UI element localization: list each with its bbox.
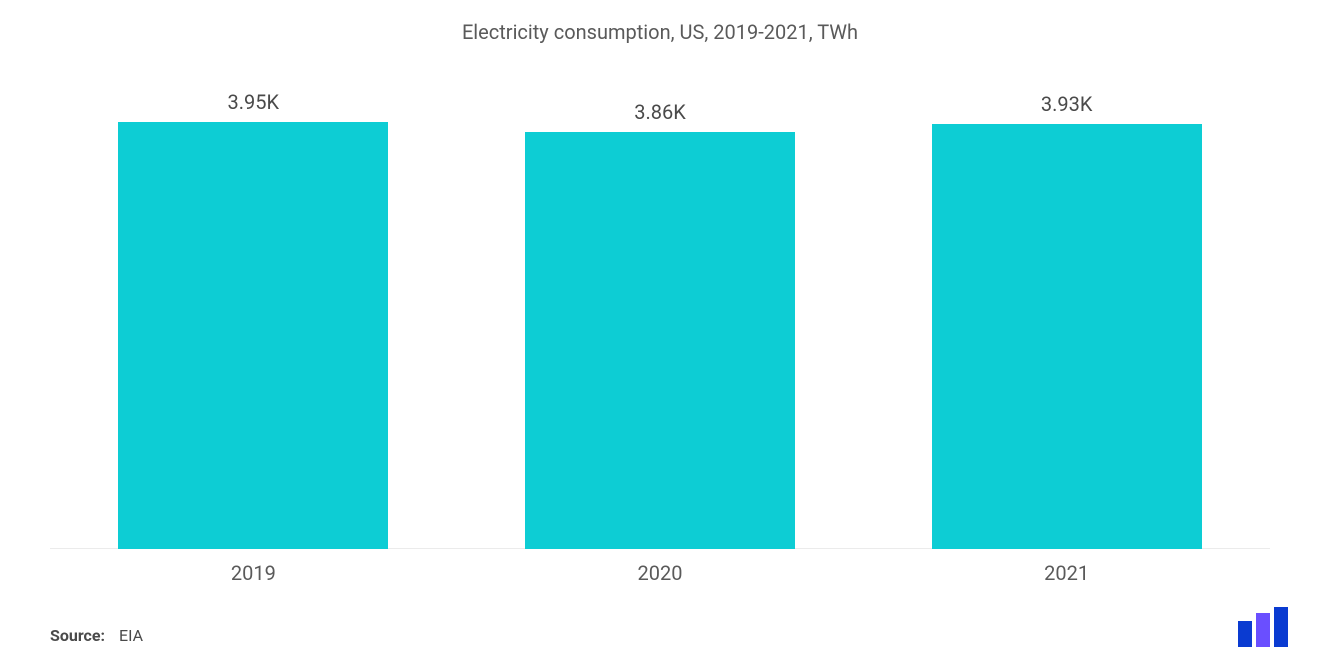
chart-title: Electricity consumption, US, 2019-2021, …	[50, 20, 1270, 44]
source-footer: Source: EIA	[50, 626, 143, 645]
bar-rect	[118, 122, 388, 549]
x-axis-labels: 201920202021	[50, 561, 1270, 585]
bar-group: 3.93K	[863, 92, 1270, 549]
bar-value-label: 3.93K	[1041, 92, 1093, 116]
bar-group: 3.86K	[457, 100, 864, 549]
chart-container: Electricity consumption, US, 2019-2021, …	[0, 0, 1320, 665]
bars-row: 3.95K 3.86K 3.93K	[50, 54, 1270, 549]
x-axis-label: 2021	[863, 561, 1270, 585]
plot-area: 3.95K 3.86K 3.93K	[50, 54, 1270, 549]
source-label: Source:	[50, 626, 105, 645]
bar-rect	[525, 132, 795, 549]
bar-value-label: 3.86K	[634, 100, 686, 124]
brand-logo	[1238, 607, 1292, 647]
bar-group: 3.95K	[50, 90, 457, 549]
x-axis-label: 2019	[50, 561, 457, 585]
bar-rect	[932, 124, 1202, 549]
source-value: EIA	[119, 626, 143, 645]
bar-value-label: 3.95K	[228, 90, 280, 114]
x-axis-label: 2020	[457, 561, 864, 585]
